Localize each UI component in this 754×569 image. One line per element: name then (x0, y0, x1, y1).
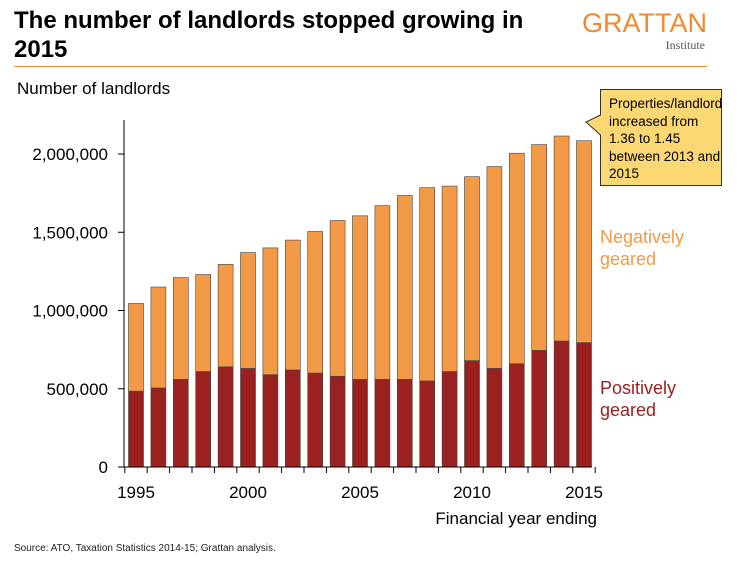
bar-positively-geared-1999 (217, 366, 234, 468)
bar-positively-geared-2010 (464, 360, 480, 468)
y-tick-label: 0 (99, 458, 108, 477)
y-tick-label: 500,000 (47, 380, 108, 399)
bar-positively-geared-2005 (352, 379, 368, 468)
bar-negatively-geared-2002 (284, 239, 301, 371)
source-note: Source: ATO, Taxation Statistics 2014-15… (14, 543, 276, 554)
bar-negatively-geared-2001 (262, 247, 279, 375)
bar-negatively-geared-2010 (464, 176, 480, 361)
y-axis-title: Number of landlords (17, 79, 170, 98)
x-tick-label: 2010 (453, 483, 491, 502)
title-divider (14, 66, 707, 67)
bar-negatively-geared-1996 (150, 286, 167, 389)
bar-positively-geared-2012 (508, 363, 525, 468)
annotation-callout: Properties/landlord increased from 1.36 … (585, 89, 723, 186)
bar-negatively-geared-2005 (352, 215, 368, 380)
y-tick-label: 1,000,000 (32, 302, 108, 321)
bar-positively-geared-2009 (441, 371, 458, 468)
bar-negatively-geared-1998 (195, 274, 211, 372)
bar-positively-geared-2013 (531, 350, 548, 468)
bar-negatively-geared-2013 (531, 144, 548, 351)
legend-negatively-geared: Negatively geared (600, 227, 684, 269)
bar-positively-geared-2003 (307, 372, 324, 468)
bar-negatively-geared-2011 (486, 166, 503, 369)
bar-positively-geared-2006 (374, 379, 391, 468)
annotation-box (585, 89, 722, 186)
bar-positively-geared-2000 (240, 368, 256, 468)
bar-positively-geared-2001 (262, 374, 279, 468)
bar-positively-geared-2008 (419, 380, 436, 468)
bar-negatively-geared-2007 (396, 195, 413, 380)
bar-negatively-geared-1995 (128, 303, 144, 392)
legend-positively-geared: Positively geared (600, 378, 676, 420)
bar-negatively-geared-2014 (553, 135, 570, 342)
bar-negatively-geared-2000 (240, 252, 256, 369)
x-tick-label: 1995 (117, 483, 155, 502)
chart-title: The number of landlords stopped growing … (14, 7, 524, 63)
bar-positively-geared-1998 (195, 371, 211, 468)
bar-negatively-geared-2003 (307, 231, 324, 374)
bar-positively-geared-1996 (150, 387, 167, 468)
logo-name: GRATTAN (582, 8, 707, 38)
bar-positively-geared-2004 (329, 375, 346, 468)
bar-negatively-geared-1997 (173, 277, 189, 380)
x-tick-label: 2015 (565, 483, 603, 502)
bar-positively-geared-2015 (576, 342, 592, 468)
bar-negatively-geared-2009 (441, 185, 458, 372)
bar-negatively-geared-2004 (329, 220, 346, 377)
bar-negatively-geared-2006 (374, 205, 391, 380)
x-tick-label: 2005 (341, 483, 379, 502)
grattan-logo: GRATTAN Institute (577, 6, 707, 56)
bar-negatively-geared-2012 (508, 152, 525, 365)
x-axis-title: Financial year ending (435, 509, 597, 528)
bar-negatively-geared-2015 (576, 140, 592, 343)
bar-positively-geared-1997 (173, 379, 189, 468)
bar-positively-geared-2014 (553, 340, 570, 468)
bar-positively-geared-2002 (284, 369, 301, 468)
y-tick-label: 2,000,000 (32, 145, 108, 164)
bar-positively-geared-2011 (486, 368, 503, 468)
bar-positively-geared-2007 (396, 379, 413, 468)
bar-negatively-geared-2008 (419, 187, 436, 382)
y-tick-label: 1,500,000 (32, 223, 108, 242)
bar-negatively-geared-1999 (217, 264, 234, 368)
logo-sub: Institute (665, 38, 705, 52)
x-tick-label: 2000 (229, 483, 267, 502)
bar-positively-geared-1995 (128, 390, 144, 468)
annotation-text: Properties/landlord increased from 1.36 … (609, 96, 723, 181)
